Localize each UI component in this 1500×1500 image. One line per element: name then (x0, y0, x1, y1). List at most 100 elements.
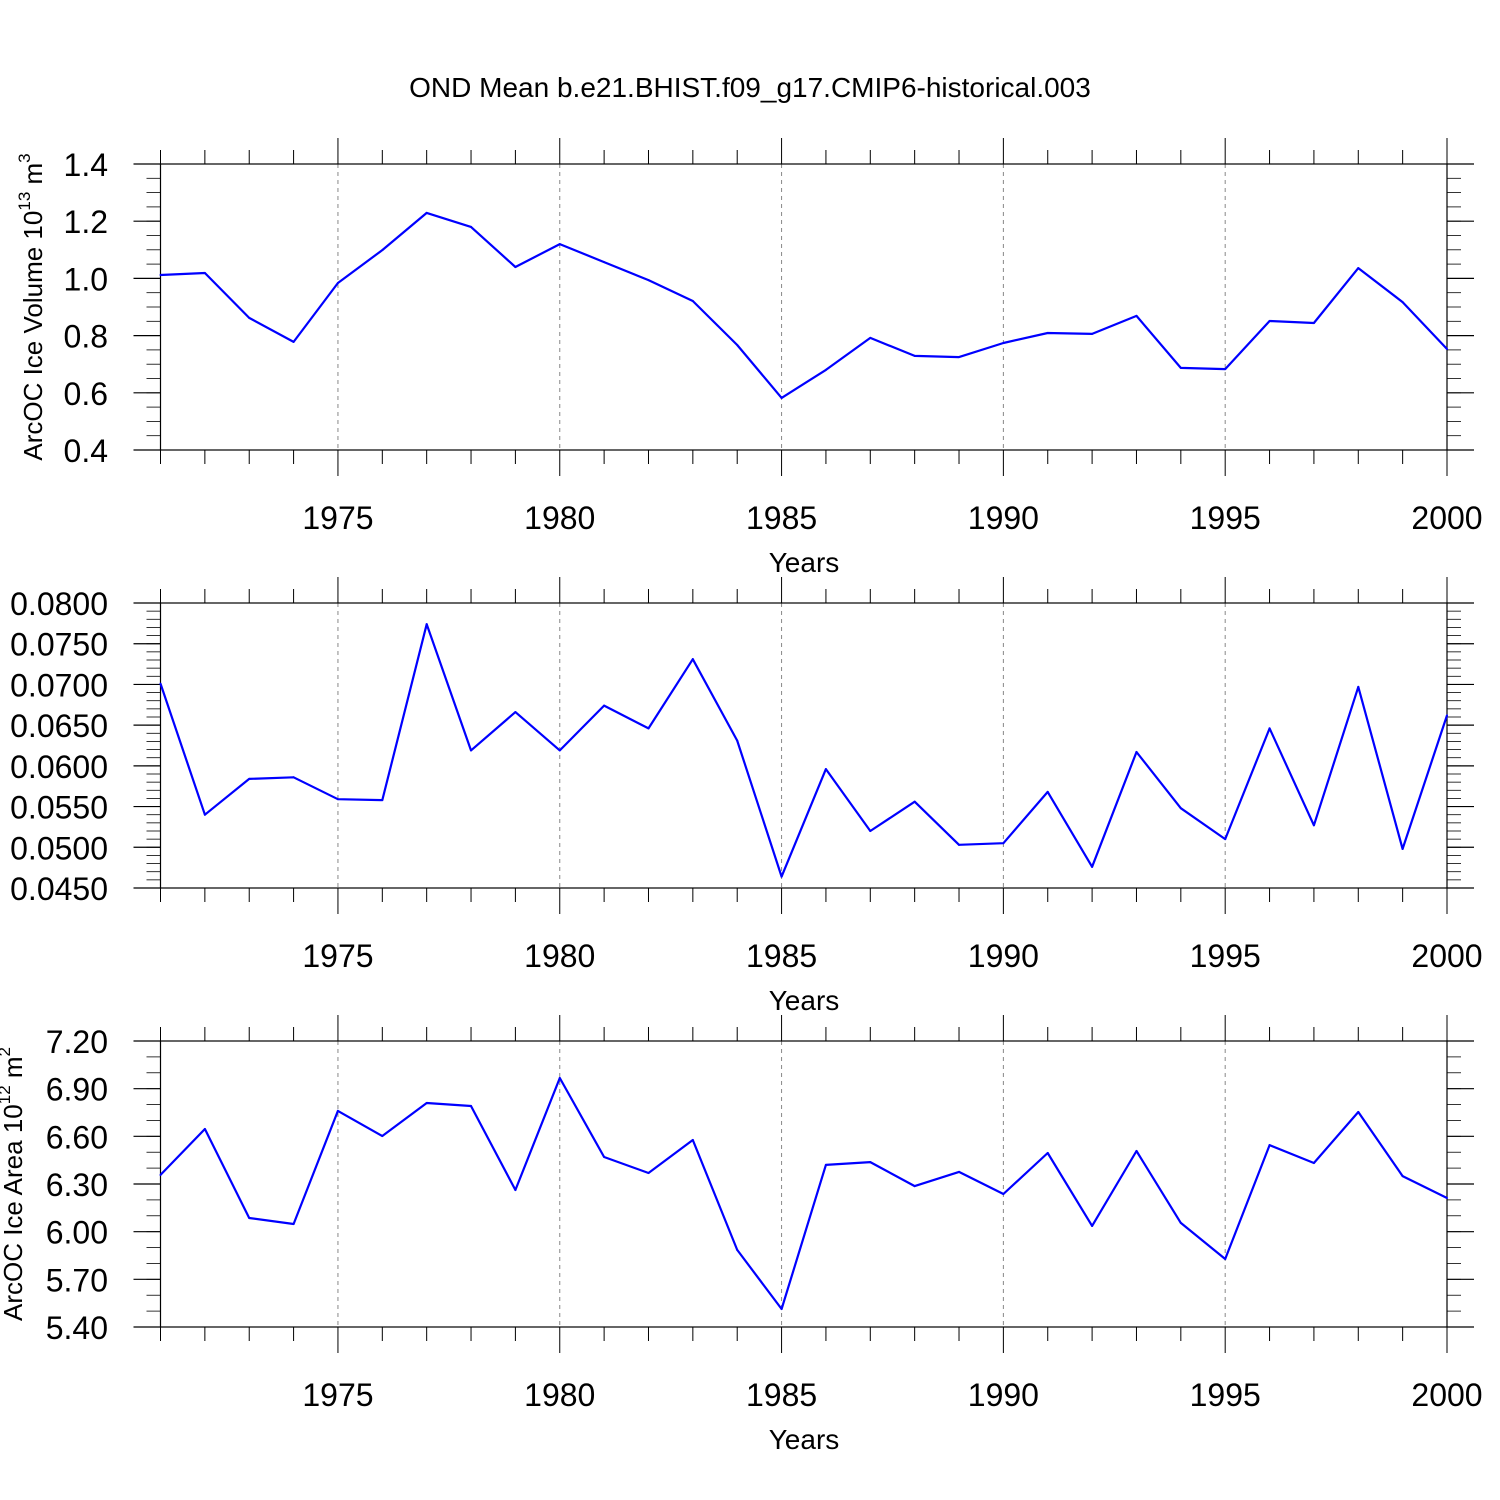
x-tick-label: 1990 (968, 500, 1039, 536)
data-point (1179, 366, 1182, 369)
data-point (1002, 1193, 1005, 1196)
data-point (1179, 807, 1182, 810)
data-point (1312, 322, 1315, 325)
x-tick-label: 1995 (1190, 1377, 1261, 1413)
data-point (1268, 727, 1271, 730)
data-point (336, 281, 339, 284)
x-tick-label: 1985 (746, 1377, 817, 1413)
x-tick-label: 2000 (1411, 1377, 1482, 1413)
data-point (1446, 1196, 1448, 1199)
y-axis-label: ArcOC Ice Volume 1013 m3 (15, 153, 48, 460)
y-tick-label: 0.0500 (10, 830, 108, 866)
data-point (1446, 348, 1448, 351)
series-line (159, 1076, 1448, 1311)
data-point (1135, 751, 1138, 754)
data-point (603, 261, 606, 264)
data-point (1312, 1162, 1315, 1165)
y-tick-label: 7.20 (46, 1024, 108, 1060)
x-tick-label: 1975 (302, 1377, 373, 1413)
data-point (1046, 790, 1049, 793)
x-tick-label: 1990 (968, 1377, 1039, 1413)
series-line (160, 211, 1448, 399)
data-point (1224, 368, 1227, 371)
x-axis-label: Years (769, 1424, 840, 1455)
data-point (1401, 847, 1404, 850)
data-point (558, 243, 561, 246)
data-point (1446, 714, 1448, 717)
data-point (691, 299, 694, 302)
y-tick-label: 6.30 (46, 1167, 108, 1203)
data-point (1357, 1111, 1360, 1114)
y-tick-label: 0.0650 (10, 708, 108, 744)
data-point (1401, 1175, 1404, 1178)
data-point (913, 800, 916, 803)
data-point (1091, 865, 1094, 868)
x-tick-label: 1975 (302, 500, 373, 536)
data-point (248, 777, 251, 780)
y-tick-label: 0.0700 (10, 667, 108, 703)
data-point (470, 1104, 473, 1107)
data-point (381, 1135, 384, 1138)
y-axis-label-text: ArcOC Ice Area 10 (0, 1104, 28, 1321)
data-point (336, 798, 339, 801)
data-point (913, 1185, 916, 1188)
data-point (1091, 332, 1094, 335)
panel-3: 1975 1980 1985 1990 1995 2000 Years 5.40 5.70 6.0… (0, 1015, 1483, 1455)
data-point (691, 1138, 694, 1141)
y-tick-label: 1.4 (64, 147, 108, 183)
y-axis-label-unit-exponent: 3 (15, 153, 34, 162)
y-axis-label-unit-exponent: 2 (0, 1047, 14, 1056)
data-point (913, 354, 916, 357)
x-tick-label: 2000 (1411, 938, 1482, 974)
y-axis-label-text: ArcOC Ice Volume 10 (18, 211, 48, 461)
data-point (470, 749, 473, 752)
data-point (1002, 842, 1005, 845)
data-point (203, 1128, 206, 1131)
panel-2: 1975 1980 1985 1990 1995 2000 Years 0.0450 0.050… (10, 577, 1483, 1016)
data-point (1002, 342, 1005, 345)
data-point (1224, 1257, 1227, 1260)
data-point (159, 682, 162, 685)
x-tick-label: 1980 (524, 1377, 595, 1413)
data-point (647, 1172, 650, 1175)
y-tick-label: 1.2 (64, 204, 108, 240)
data-point (958, 356, 961, 359)
data-point (1135, 314, 1138, 317)
data-point (1312, 824, 1315, 827)
y-tick-label: 5.70 (46, 1262, 108, 1298)
data-point (603, 704, 606, 707)
x-tick-label: 1995 (1190, 938, 1261, 974)
y-tick-label: 0.6 (64, 376, 108, 412)
x-tick-label: 1995 (1190, 500, 1261, 536)
data-point (248, 316, 251, 319)
y-axis-label-exponent: 13 (15, 192, 34, 211)
data-point (736, 344, 739, 347)
y-tick-label: 6.00 (46, 1215, 108, 1251)
data-point (869, 1161, 872, 1164)
data-point (1046, 1152, 1049, 1155)
data-point (292, 776, 295, 779)
y-tick-label: 0.0750 (10, 627, 108, 663)
x-tick-label: 1985 (746, 500, 817, 536)
data-point (780, 1308, 783, 1311)
y-axis-label-unit: m (18, 163, 48, 192)
data-point (869, 336, 872, 339)
data-point (824, 768, 827, 771)
data-point (647, 279, 650, 282)
y-tick-label: 0.0450 (10, 871, 108, 907)
data-point (159, 273, 162, 276)
panel-1: 1975 1980 1985 1990 1995 2000 Years 0.4 0.6 0.8 1.… (15, 138, 1483, 578)
y-tick-label: 0.0800 (10, 586, 108, 622)
data-point (425, 211, 428, 214)
data-point (1357, 267, 1360, 270)
data-point (1401, 301, 1404, 304)
data-point (1268, 320, 1271, 323)
data-point (1046, 332, 1049, 335)
data-point (780, 396, 783, 399)
data-point (514, 1189, 517, 1192)
data-point (736, 739, 739, 742)
data-point (647, 727, 650, 730)
x-tick-label: 1980 (524, 938, 595, 974)
data-point (1091, 1224, 1094, 1227)
data-point (558, 1077, 561, 1080)
